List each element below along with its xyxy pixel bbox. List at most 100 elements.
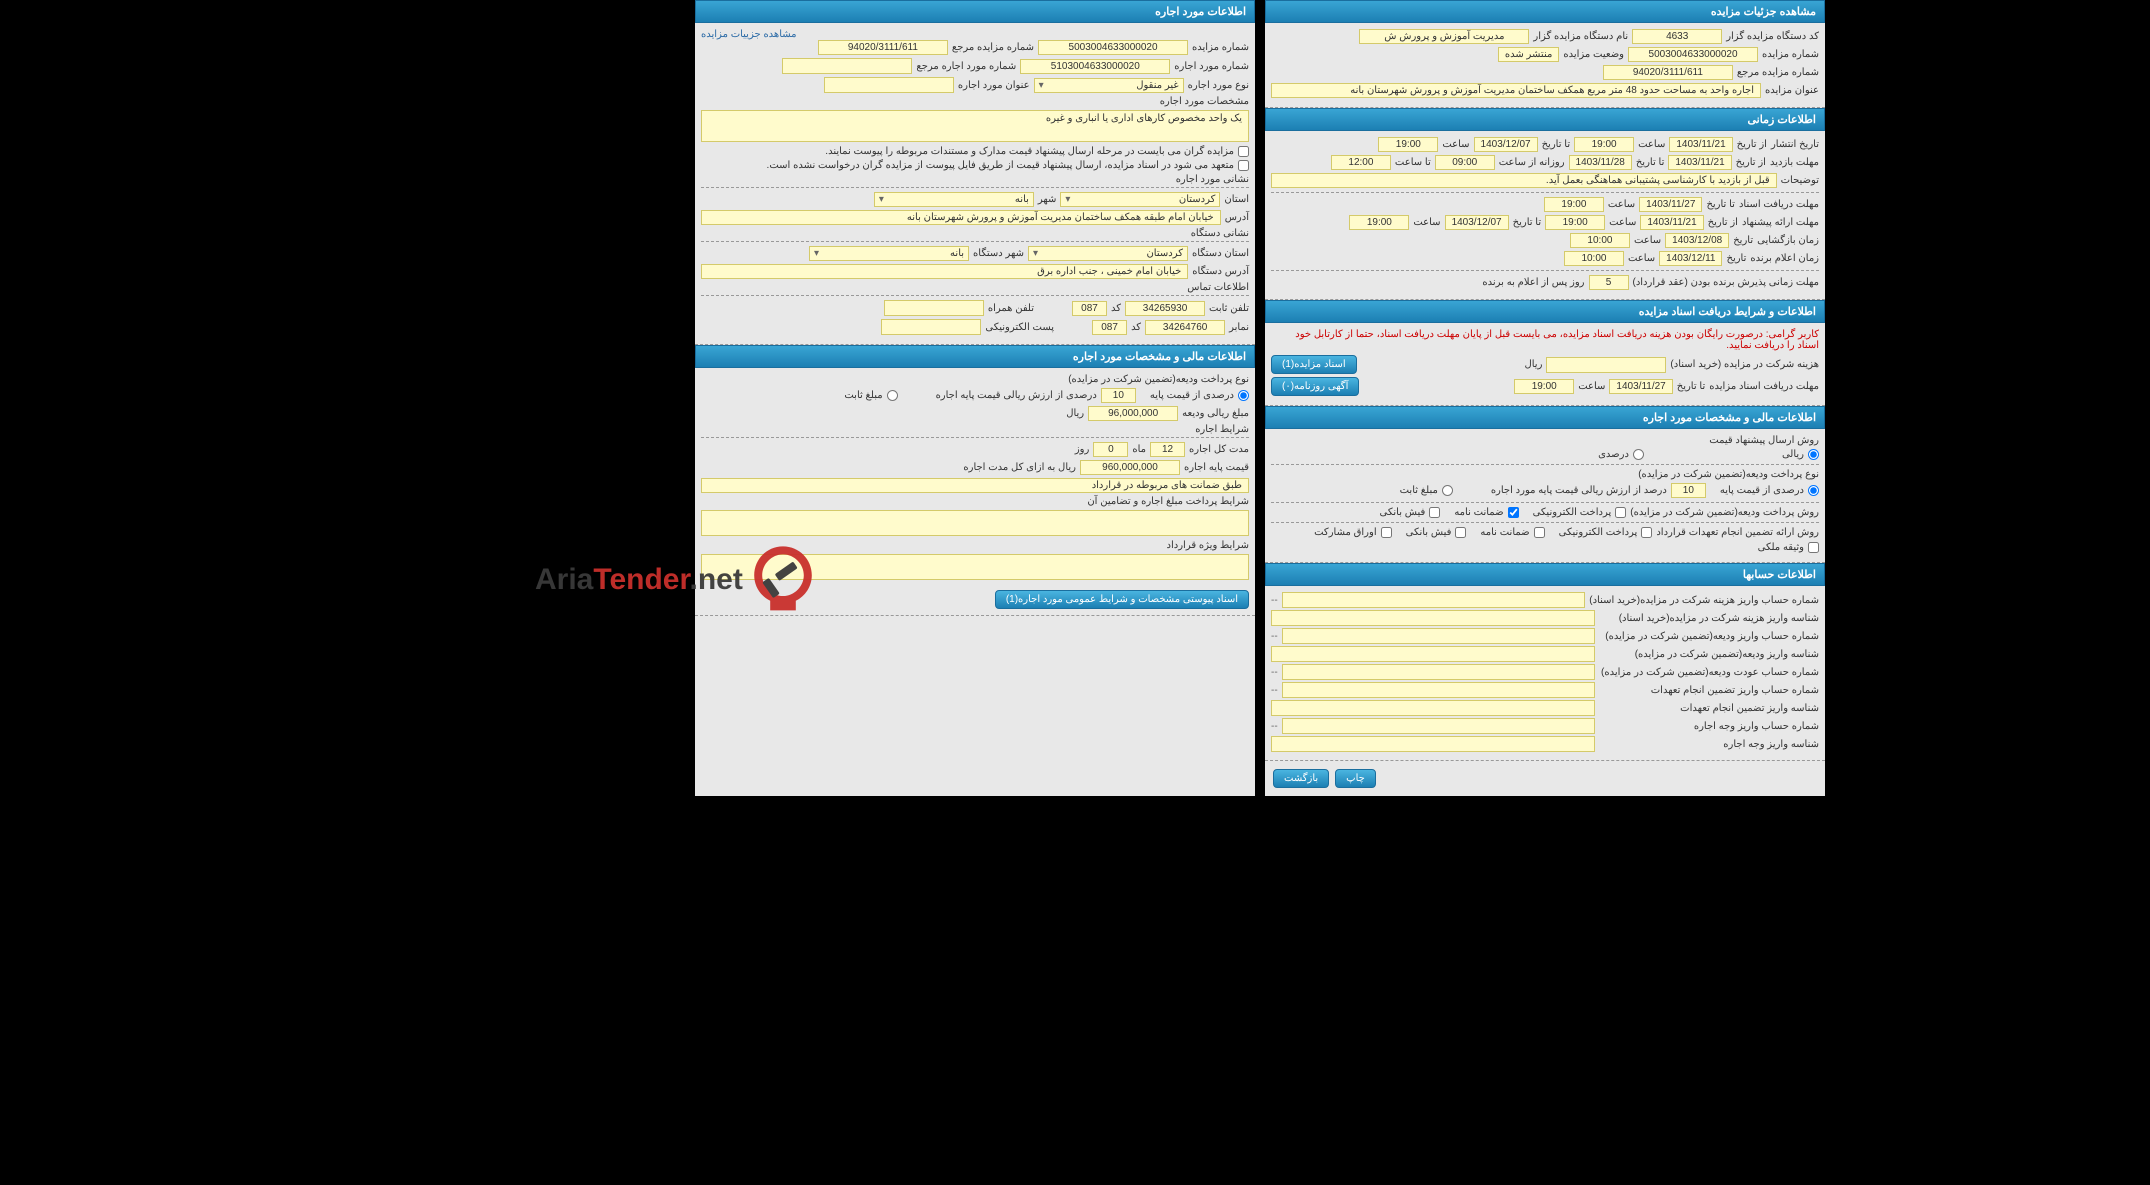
val-city: بانه: [1015, 194, 1029, 205]
val-subject: اجاره واحد به مساحت حدود 48 متر مربع همک…: [1271, 83, 1761, 98]
val-org-code: 4633: [1632, 29, 1722, 44]
note2: متعهد می شود در اسناد مزایده، ارسال پیشن…: [767, 160, 1234, 171]
val-doc-d: 1403/11/27: [1639, 197, 1702, 212]
val-auction-num: 5003004633000020: [1628, 47, 1758, 62]
radio-pct[interactable]: درصدی از قیمت پایه: [1720, 485, 1819, 496]
lbl-from2: از تاریخ: [1736, 157, 1766, 168]
print-button[interactable]: چاپ: [1335, 769, 1376, 788]
lbl-addr: آدرس: [1225, 212, 1249, 223]
lbl-duration: مدت کل اجاره: [1189, 444, 1249, 455]
val-g: طبق ضمانت های مربوطه در قرارداد: [701, 478, 1249, 493]
lbl-l-item-ref: شماره مورد اجاره مرجع: [916, 61, 1016, 72]
radio-riali[interactable]: ریالی: [1782, 449, 1819, 460]
val-a9: [1271, 736, 1595, 752]
left-panel: اطلاعات مورد اجاره مشاهده جزییات مزایده …: [695, 0, 1255, 796]
radio-l-fixed[interactable]: مبلغ ثابت: [844, 390, 897, 401]
lbl-pct: درصدی از قیمت پایه: [1720, 485, 1804, 496]
lbl-a5: شماره حساب عودت ودیعه(تضمین شرکت در مزای…: [1599, 667, 1819, 678]
lbl-a4: شناسه واریز ودیعه(تضمین شرکت در مزایده): [1599, 649, 1819, 660]
val-l-title: [824, 77, 954, 93]
lbl-auction-num: شماره مزایده: [1762, 49, 1819, 60]
cb-zemant2[interactable]: ضمانت نامه: [1480, 527, 1544, 538]
val-l-pct: 10: [1101, 388, 1136, 403]
lbl-rial2: ریال: [1066, 408, 1084, 419]
wm-t2: Tender: [593, 563, 689, 596]
lbl-from3: از تاریخ: [1708, 217, 1738, 228]
btn-attach[interactable]: اسناد پیوستی مشخصات و شرایط عمومی مورد ا…: [995, 590, 1249, 609]
lbl-org-addr: آدرس دستگاه: [1192, 266, 1249, 277]
val-a5: [1282, 664, 1595, 680]
val-cost: [1546, 357, 1666, 373]
cb-note2[interactable]: [1238, 160, 1249, 171]
radio-darsadi[interactable]: درصدی: [1598, 449, 1644, 460]
lbl-to1: تا تاریخ: [1542, 139, 1571, 150]
header-accounts: اطلاعات حسابها: [1265, 563, 1825, 586]
back-button[interactable]: بازگشت: [1273, 769, 1329, 788]
body-receive: کاربر گرامی: درصورت رایگان بودن هزینه در…: [1265, 323, 1825, 406]
lbl-org-name: نام دستگاه مزایده گزار: [1533, 31, 1628, 42]
lbl-to4: تا تاریخ: [1513, 217, 1542, 228]
select-org-city[interactable]: بانه: [809, 246, 969, 261]
header-receive: اطلاعات و شرایط دریافت اسناد مزایده: [1265, 300, 1825, 323]
cb-oragh[interactable]: اوراق مشارکت: [1314, 527, 1392, 538]
val-l-num: 5003004633000020: [1038, 40, 1188, 55]
cb-fish[interactable]: فیش بانکی: [1380, 507, 1441, 518]
val-a1: [1282, 592, 1586, 608]
val-visit-from-d: 1403/11/21: [1668, 155, 1731, 170]
lbl-email: پست الکترونیکی: [985, 322, 1054, 333]
lbl-saat2: ساعت: [1442, 139, 1469, 150]
lbl-l-spec: مشخصات مورد اجاره: [1160, 96, 1249, 107]
radio-l-pct[interactable]: درصدی از قیمت پایه: [1150, 390, 1249, 401]
cb-electronic2[interactable]: پرداخت الکترونیکی: [1559, 527, 1653, 538]
heading-lease: شرایط اجاره: [701, 424, 1249, 438]
val-visit-daily-to: 12:00: [1331, 155, 1391, 170]
lbl-l-dep-type: نوع پرداخت ودیعه(تضمین شرکت در مزایده): [1068, 374, 1249, 385]
cb-vasighe[interactable]: وثیقه ملکی: [1758, 542, 1819, 553]
cb-fish2[interactable]: فیش بانکی: [1406, 527, 1467, 538]
val-doc-t: 19:00: [1544, 197, 1604, 212]
cb-zemant[interactable]: ضمانت نامه: [1454, 507, 1518, 518]
val-winner-t: 10:00: [1564, 251, 1624, 266]
body-fin-r: روش ارسال پیشنهاد قیمت ریالی درصدی نوع پ…: [1265, 429, 1825, 563]
val-publish-to-t: 19:00: [1378, 137, 1438, 152]
lbl-mobile: تلفن همراه: [988, 303, 1034, 314]
lbl-status: وضعیت مزایده: [1563, 49, 1624, 60]
lbl-ref: شماره مزایده مرجع: [1737, 67, 1819, 78]
lbl-a1: شماره حساب واریز هزینه شرکت در مزایده(خر…: [1589, 595, 1819, 606]
lbl-month: ماه: [1132, 444, 1146, 455]
cb-electronic[interactable]: پرداخت الکترونیکی: [1533, 507, 1627, 518]
val-org-prov: کردستان: [1146, 248, 1183, 259]
val-publish-from-d: 1403/11/21: [1669, 137, 1732, 152]
lbl-saat6: ساعت: [1634, 235, 1661, 246]
lbl-org-code: کد دستگاه مزایده گزار: [1726, 31, 1819, 42]
val-org-addr: خیابان امام خمینی ، جنب اداره برق: [701, 264, 1188, 279]
header-fin-r: اطلاعات مالی و مشخصات مورد اجاره: [1265, 406, 1825, 429]
lbl-org-city: شهر دستگاه: [973, 248, 1024, 259]
btn-agahi[interactable]: آگهی روزنامه(۰): [1271, 377, 1359, 396]
select-province[interactable]: کردستان: [1060, 192, 1220, 207]
dash-icon: --: [1271, 595, 1278, 606]
val-open-t: 10:00: [1570, 233, 1630, 248]
link-details[interactable]: مشاهده جزییات مزایده: [701, 29, 797, 40]
val-org-name: مدیریت آموزش و پرورش ش: [1359, 29, 1529, 44]
radio-fixed[interactable]: مبلغ ثابت: [1400, 485, 1453, 496]
lbl-winner: زمان اعلام برنده: [1750, 253, 1819, 264]
select-type[interactable]: غیر منقول: [1034, 78, 1184, 93]
lbl-subject: عنوان مزایده: [1765, 85, 1819, 96]
val-offer-to-d: 1403/12/07: [1445, 215, 1509, 230]
val-rec-t: 19:00: [1514, 379, 1574, 394]
cb-note1[interactable]: [1238, 146, 1249, 157]
val-open-d: 1403/12/08: [1665, 233, 1729, 248]
btn-asnad[interactable]: اسناد مزایده(1): [1271, 355, 1357, 374]
val-status: منتشر شده: [1498, 47, 1559, 62]
lbl-zemant: ضمانت نامه: [1454, 507, 1503, 518]
lbl-a8: شماره حساب واریز وجه اجاره: [1599, 721, 1819, 732]
val-a7: [1271, 700, 1595, 716]
val-l-type: غیر منقول: [1136, 80, 1178, 91]
gavel-logo-icon: [743, 540, 823, 620]
lbl-dep-amount: مبلغ ریالی ودیعه: [1182, 408, 1249, 419]
lbl-fish2: فیش بانکی: [1406, 527, 1452, 538]
select-org-province[interactable]: کردستان: [1028, 246, 1188, 261]
select-city[interactable]: بانه: [874, 192, 1034, 207]
right-panel: مشاهده جزئیات مزایده کد دستگاه مزایده گز…: [1265, 0, 1825, 796]
